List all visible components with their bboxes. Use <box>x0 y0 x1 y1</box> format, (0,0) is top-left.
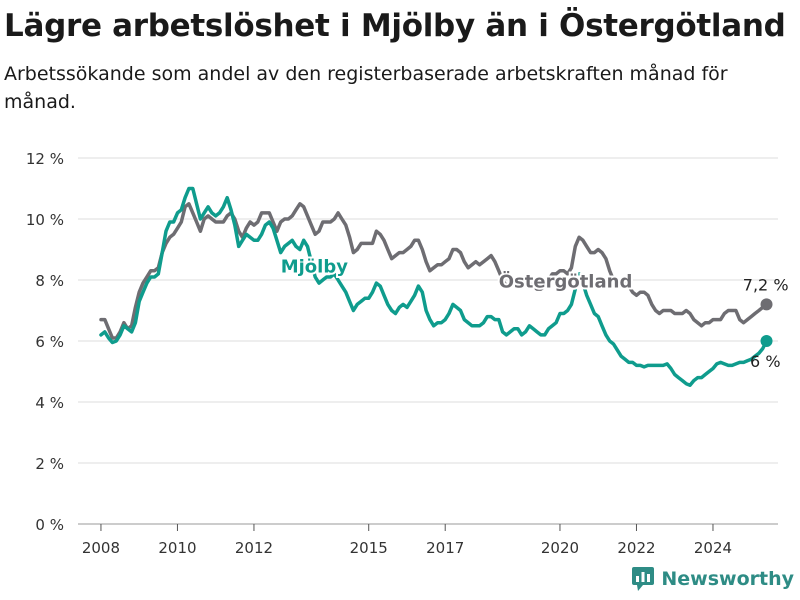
y-tick-label: 4 % <box>35 394 64 412</box>
x-tick-label: 2012 <box>235 539 273 557</box>
chart-title: Lägre arbetslöshet i Mjölby än i Östergö… <box>4 8 786 44</box>
y-tick-label: 0 % <box>35 516 64 534</box>
y-tick-label: 8 % <box>35 272 64 290</box>
x-tick-label: 2008 <box>82 539 120 557</box>
x-tick-label: 2020 <box>541 539 579 557</box>
x-axis-ticks: 2008 2010 2012 2015 2017 2020 2022 2024 <box>82 524 732 557</box>
series-name-label-ostergotland: Östergötland <box>499 271 633 293</box>
x-tick-label: 2017 <box>426 539 464 557</box>
y-tick-label: 10 % <box>26 211 64 229</box>
x-tick-label: 2015 <box>350 539 388 557</box>
newsworthy-logo-icon <box>632 567 655 591</box>
x-tick-label: 2022 <box>617 539 655 557</box>
y-tick-label: 12 % <box>26 150 64 168</box>
chart-subtitle: Arbetssökande som andel av den registerb… <box>4 63 728 113</box>
brand-name: Newsworthy <box>661 568 794 590</box>
y-axis-ticks: 0 % 2 % 4 % 6 % 8 % 10 % 12 % <box>26 150 64 534</box>
y-tick-label: 2 % <box>35 455 64 473</box>
series-lines <box>99 186 773 387</box>
series-end-marker-mjolby <box>760 335 773 347</box>
y-tick-label: 6 % <box>35 333 64 351</box>
series-end-label-mjolby: 6 % <box>750 352 780 371</box>
gridlines <box>78 157 778 525</box>
series-name-label-mjolby: Mjölby <box>281 256 349 277</box>
series-line-mjolby <box>99 186 769 387</box>
x-tick-label: 2010 <box>158 539 196 557</box>
series-line-ostergotland <box>99 202 769 340</box>
series-end-marker-ostergotland <box>760 298 773 311</box>
brand-logo: Newsworthy <box>631 566 794 592</box>
x-tick-label: 2024 <box>694 539 732 557</box>
series-labels: 7,2 % 6 % Östergötland Mjölby <box>279 254 789 371</box>
series-end-label-ostergotland: 7,2 % <box>743 275 789 294</box>
